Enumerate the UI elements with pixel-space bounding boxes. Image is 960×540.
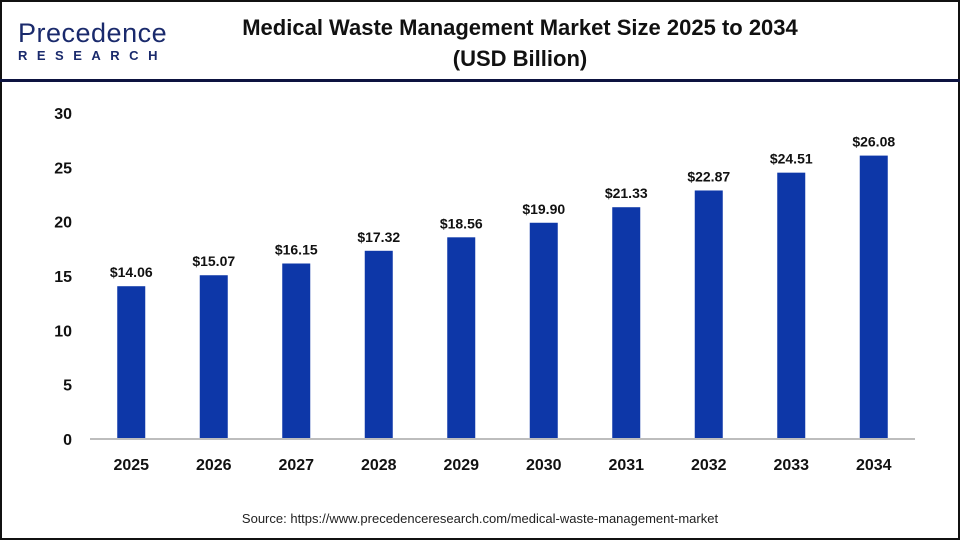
data-label: $14.06 <box>110 264 153 280</box>
source-note: Source: https://www.precedenceresearch.c… <box>241 511 719 526</box>
bar-2029 <box>447 237 476 439</box>
data-label: $19.90 <box>522 201 565 217</box>
data-label: $21.33 <box>605 185 648 201</box>
bar-2031 <box>612 207 641 439</box>
chart-subtitle: (USD Billion) <box>452 46 588 71</box>
data-label: $24.51 <box>770 151 813 167</box>
data-label: $16.15 <box>275 242 318 258</box>
y-tick-label: 25 <box>54 160 72 177</box>
x-tick-label: 2026 <box>196 457 232 474</box>
y-tick-label: 30 <box>54 106 72 123</box>
bar-2028 <box>364 250 393 439</box>
bar-2027 <box>282 263 311 439</box>
data-label: $22.87 <box>687 168 730 184</box>
logo-line2: RESEARCH <box>18 48 167 63</box>
logo-line1: Precedence <box>18 18 168 48</box>
x-tick-label: 2028 <box>361 457 397 474</box>
bar-2032 <box>694 190 723 439</box>
x-tick-label: 2034 <box>856 457 892 474</box>
x-tick-label: 2029 <box>443 457 479 474</box>
header-divider <box>0 79 960 82</box>
precedence-research-logo: Precedence RESEARCH <box>18 18 168 64</box>
bar-2026 <box>199 275 228 439</box>
data-label: $18.56 <box>440 215 483 231</box>
y-tick-label: 5 <box>63 378 72 395</box>
x-tick-label: 2030 <box>526 457 562 474</box>
chart-title-main: Medical Waste Management Market Size 202… <box>242 15 798 40</box>
data-label: $26.08 <box>852 134 895 150</box>
y-tick-label: 0 <box>63 432 72 449</box>
x-tick-label: 2032 <box>691 457 727 474</box>
x-tick-label: 2033 <box>773 457 809 474</box>
x-tick-label: 2027 <box>278 457 314 474</box>
data-label: $17.32 <box>357 229 400 245</box>
bar-2025 <box>117 286 146 439</box>
data-label: $15.07 <box>192 253 235 269</box>
y-tick-label: 10 <box>54 323 72 340</box>
y-tick-label: 15 <box>54 269 72 286</box>
x-tick-label: 2031 <box>608 457 644 474</box>
chart-title: Medical Waste Management Market Size 202… <box>200 12 840 74</box>
bar-2030 <box>529 222 558 439</box>
bar-2034 <box>859 155 888 439</box>
x-tick-label: 2025 <box>113 457 149 474</box>
bar-2033 <box>777 172 806 439</box>
y-tick-label: 20 <box>54 215 72 232</box>
